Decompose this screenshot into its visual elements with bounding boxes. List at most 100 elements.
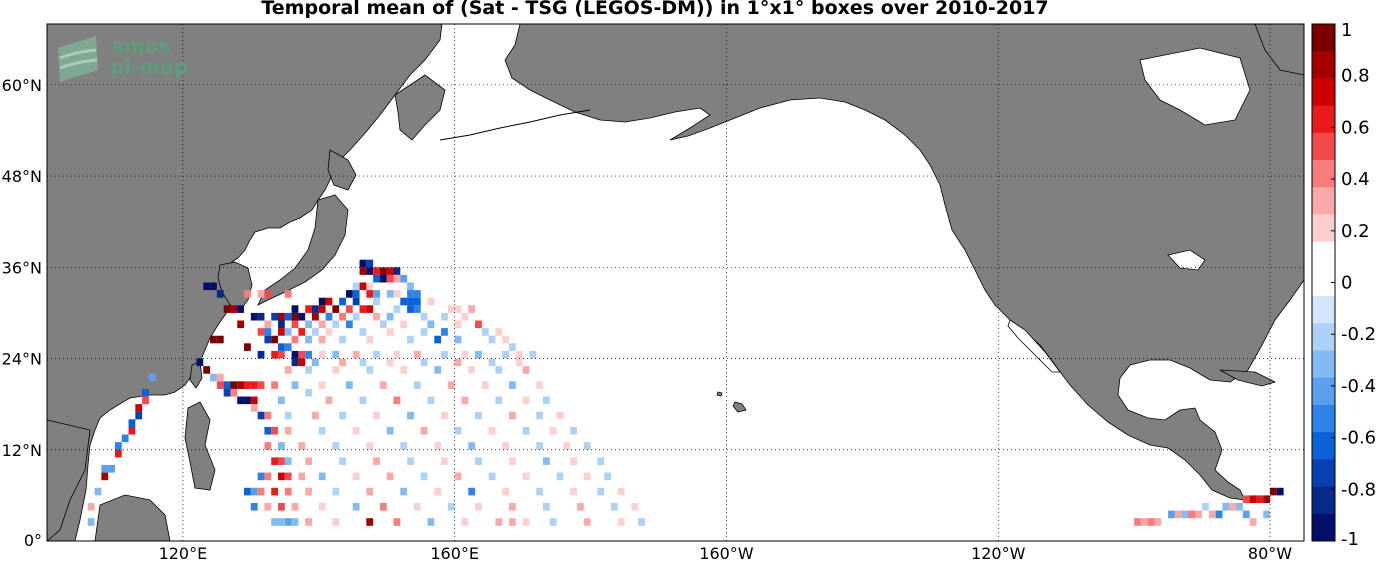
data-cell (502, 350, 510, 359)
data-cell (447, 502, 455, 511)
data-cell (536, 442, 544, 450)
data-cell (441, 411, 448, 420)
data-cell (284, 472, 292, 481)
data-cell (454, 472, 462, 481)
lon-tick-label: 160°W (699, 544, 754, 562)
data-cell (237, 305, 245, 313)
colorbar-step (1312, 187, 1335, 215)
data-cell (305, 366, 312, 374)
data-cell (1256, 495, 1264, 503)
data-cell (325, 312, 333, 321)
data-cell (223, 381, 231, 389)
data-cell (230, 381, 238, 389)
data-cell (352, 297, 360, 306)
data-cell (230, 388, 238, 397)
data-cell (318, 381, 326, 389)
data-cell (264, 320, 272, 329)
land-greenland (1254, 24, 1304, 76)
data-cell (271, 381, 279, 389)
data-cell (631, 502, 639, 511)
data-cells (87, 259, 1284, 526)
data-cell (339, 335, 346, 344)
data-cell (318, 472, 326, 481)
data-cell (305, 457, 312, 465)
data-cell (311, 358, 319, 367)
data-cell (339, 411, 346, 420)
data-cell (570, 457, 577, 465)
data-cell (454, 335, 462, 344)
data-cell (359, 267, 367, 275)
data-cell (264, 502, 272, 511)
data-cell (1249, 495, 1257, 503)
data-cell (311, 328, 319, 336)
data-cell (400, 442, 408, 450)
data-cell (427, 518, 435, 526)
data-cell (393, 350, 401, 359)
data-cell (359, 358, 367, 367)
data-cell (475, 350, 482, 359)
data-cell (454, 358, 462, 367)
data-cell (536, 411, 544, 420)
data-cell (1236, 502, 1243, 511)
data-cell (393, 274, 401, 283)
data-cell (128, 419, 136, 427)
data-cell (556, 411, 564, 420)
data-cell (87, 502, 95, 511)
data-cell (135, 411, 143, 420)
colorbar-tick-label: 0.4 (1341, 169, 1370, 190)
data-cell (311, 305, 319, 313)
land-aleutians (439, 109, 591, 141)
data-cell (549, 518, 557, 526)
lon-tick-label: 120°E (159, 544, 208, 562)
data-cell (339, 457, 346, 465)
map-panel: 0°12°N24°N36°N48°N60°N 120°E 160°E 160°W 12… (2, 23, 1305, 562)
data-cell (400, 297, 408, 306)
logo-wave-stripe-icon (59, 58, 98, 70)
data-cell (366, 335, 374, 344)
data-cell (1208, 510, 1216, 519)
colorbar-tick-label: 1 (1341, 20, 1352, 41)
data-cell (1174, 510, 1182, 519)
data-cell (1195, 510, 1203, 519)
data-cell (271, 487, 279, 496)
data-cell (284, 328, 292, 336)
colorbar-step (1312, 51, 1335, 79)
data-cell (407, 411, 414, 420)
data-cell (400, 366, 408, 374)
data-cell (244, 290, 251, 298)
colorbar-tick-label: -0.2 (1341, 324, 1376, 345)
data-cell (447, 381, 455, 389)
lat-tick-label: 36°N (2, 258, 42, 277)
data-cell (413, 305, 421, 313)
data-cell (488, 472, 496, 481)
data-cell (441, 328, 448, 336)
data-cell (291, 312, 299, 321)
data-cell (468, 366, 476, 374)
data-cell (284, 457, 292, 465)
data-cell (407, 297, 414, 306)
data-cell (563, 442, 571, 450)
data-cell (393, 290, 401, 298)
data-cell (250, 502, 258, 511)
data-cell (142, 388, 149, 397)
data-cell (142, 396, 149, 405)
data-cell (386, 274, 394, 283)
data-cell (461, 518, 469, 526)
data-cell (264, 472, 272, 481)
data-cell (284, 411, 292, 420)
gulf-of-california (1007, 319, 1061, 373)
land-cuba (1219, 369, 1277, 387)
data-cell (305, 518, 312, 526)
data-cell (373, 297, 380, 306)
colorbar-tick-label: -0.8 (1341, 479, 1376, 500)
data-cell (305, 350, 312, 359)
data-cell (291, 335, 299, 344)
data-cell (576, 502, 584, 511)
logo-wave-stripe-icon (59, 48, 97, 60)
data-cell (244, 381, 251, 389)
data-cell (556, 472, 564, 481)
data-cell (617, 518, 625, 526)
data-cell (536, 487, 544, 496)
data-cell (250, 381, 258, 389)
